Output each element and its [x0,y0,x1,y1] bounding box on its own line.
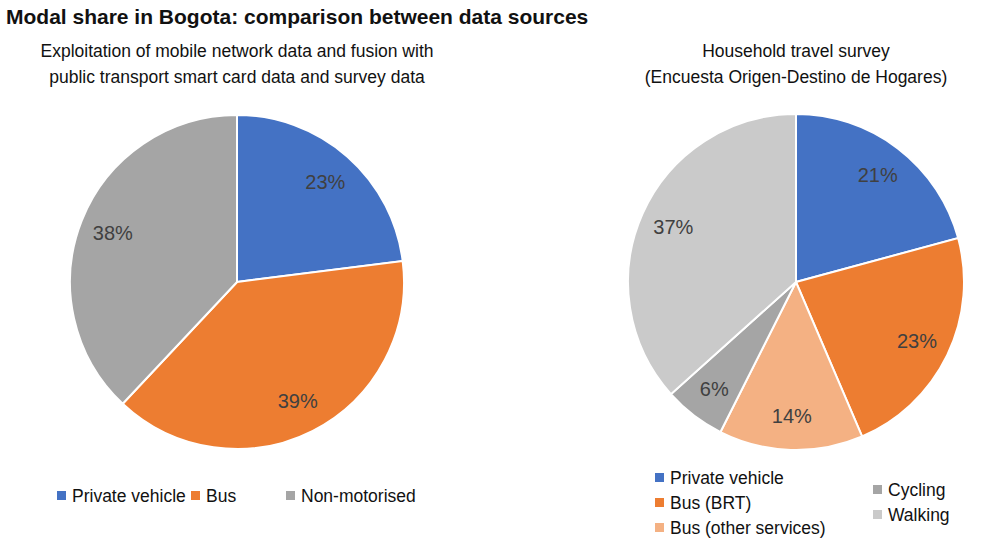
legend-swatch [191,491,200,500]
main-title: Modal share in Bogota: comparison betwee… [6,5,588,28]
data-label: 23% [897,330,937,352]
data-label: 39% [278,390,318,412]
chart-title: Household travel survey (Encuesta Origen-… [645,41,948,87]
data-label: 37% [653,216,693,238]
data-label: 38% [93,222,133,244]
legend: Private vehicle Bus (BRT) Bus (other servi… [655,468,950,538]
pie-slice [70,115,237,404]
legend-item: Bus (other services) [655,518,826,538]
legend-item: Bus (BRT) [655,493,751,513]
data-label: 21% [858,164,898,186]
legend: Private vehicle Bus Non-motorised [57,486,416,506]
data-label: 14% [772,405,812,427]
chart-title: Exploitation of mobile network data and … [40,41,433,87]
legend-label: Private vehicle [670,468,784,488]
legend-item: Private vehicle [57,486,186,506]
legend-swatch [655,498,664,507]
pie-chart: Household travel survey (Encuesta Origen-… [628,41,964,538]
chart-canvas: Modal share in Bogota: comparison betwee… [0,0,990,546]
legend-label: Cycling [888,480,945,500]
legend-item: Bus [191,486,236,506]
legend-label: Bus [206,486,236,506]
legend-item: Private vehicle [655,468,784,488]
chart-title-line: Household travel survey [702,41,890,61]
pie-slice [628,114,796,394]
data-label: 23% [305,171,345,193]
chart-title-line: (Encuesta Origen-Destino de Hogares) [645,67,948,87]
legend-label: Private vehicle [72,486,186,506]
legend-swatch [57,491,66,500]
legend-label: Walking [888,505,950,525]
legend-swatch [873,510,882,519]
legend-swatch [286,491,295,500]
chart-title-line: Exploitation of mobile network data and … [40,41,433,61]
legend-item: Cycling [873,480,945,500]
legend-item: Walking [873,505,950,525]
legend-swatch [655,473,664,482]
legend-swatch [655,523,664,532]
pie-slice [237,115,403,282]
legend-label: Bus (other services) [670,518,826,538]
legend-swatch [873,485,882,494]
data-label: 6% [700,378,729,400]
pie-chart: Exploitation of mobile network data and … [40,41,433,506]
pie: 21% 23% 14% 6% 37% [628,114,964,450]
legend-item: Non-motorised [286,486,416,506]
pie: 23% 39% 38% [70,115,404,449]
chart-title-line: public transport smart card data and sur… [49,67,425,87]
legend-label: Non-motorised [301,486,416,506]
legend-label: Bus (BRT) [670,493,751,513]
